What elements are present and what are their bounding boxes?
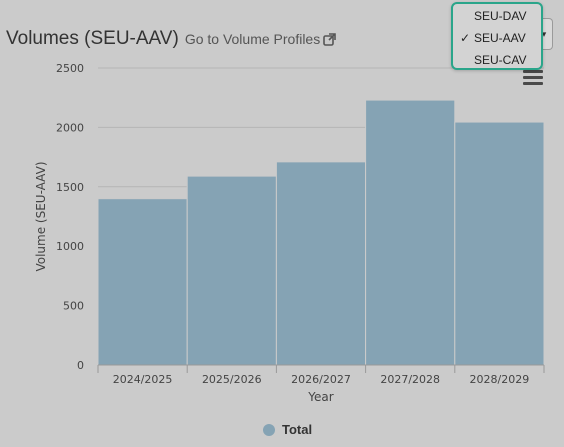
dropdown-option-label: SEU-DAV: [474, 9, 527, 23]
chart-menu-icon[interactable]: [523, 70, 543, 87]
bar: [97, 198, 188, 366]
y-tick-label: 0: [77, 359, 84, 372]
y-tick-label: 2000: [56, 121, 84, 134]
dropdown-option-seu-cav[interactable]: ✓ SEU-CAV: [453, 50, 541, 72]
x-tick-label: 2024/2025: [113, 373, 173, 386]
profile-dropdown: ✓ SEU-DAV ✓ SEU-AAV ✓ SEU-CAV: [451, 2, 543, 70]
chart-legend[interactable]: Total: [263, 422, 312, 437]
bar: [186, 175, 277, 366]
dropdown-option-seu-dav[interactable]: ✓ SEU-DAV: [453, 6, 541, 28]
legend-marker: [263, 423, 275, 436]
dropdown-option-seu-aav[interactable]: ✓ SEU-AAV: [453, 28, 541, 50]
y-tick-label: 1500: [56, 181, 84, 194]
volume-profiles-link-label: Go to Volume Profiles: [184, 31, 321, 47]
x-tick-label: 2027/2028: [380, 373, 440, 386]
dropdown-option-label: SEU-CAV: [474, 53, 527, 67]
y-tick-label: 500: [63, 300, 84, 313]
x-axis-title: Year: [307, 390, 333, 404]
x-tick-label: 2026/2027: [291, 373, 351, 386]
x-tick-label: 2028/2029: [470, 373, 530, 386]
x-tick-label: 2025/2026: [202, 373, 262, 386]
bar: [365, 99, 456, 366]
legend-label-total: Total: [282, 422, 313, 437]
dropdown-option-label: SEU-AAV: [474, 31, 526, 45]
y-tick-label: 2500: [56, 62, 84, 75]
chart-header: Volumes (SEU-AAV) Go to Volume Profiles: [6, 28, 337, 50]
chart-title: Volumes (SEU-AAV): [6, 28, 179, 49]
external-link-icon: [323, 32, 337, 46]
y-axis-title: Volume (SEU-AAV): [34, 161, 48, 271]
y-tick-label: 1000: [56, 240, 84, 253]
bar: [454, 121, 545, 366]
volume-profiles-link[interactable]: Go to Volume Profiles: [184, 31, 337, 47]
chevron-down-icon: ▾: [541, 28, 547, 39]
checkmark-icon: ✓: [460, 31, 471, 45]
bar: [275, 161, 367, 366]
